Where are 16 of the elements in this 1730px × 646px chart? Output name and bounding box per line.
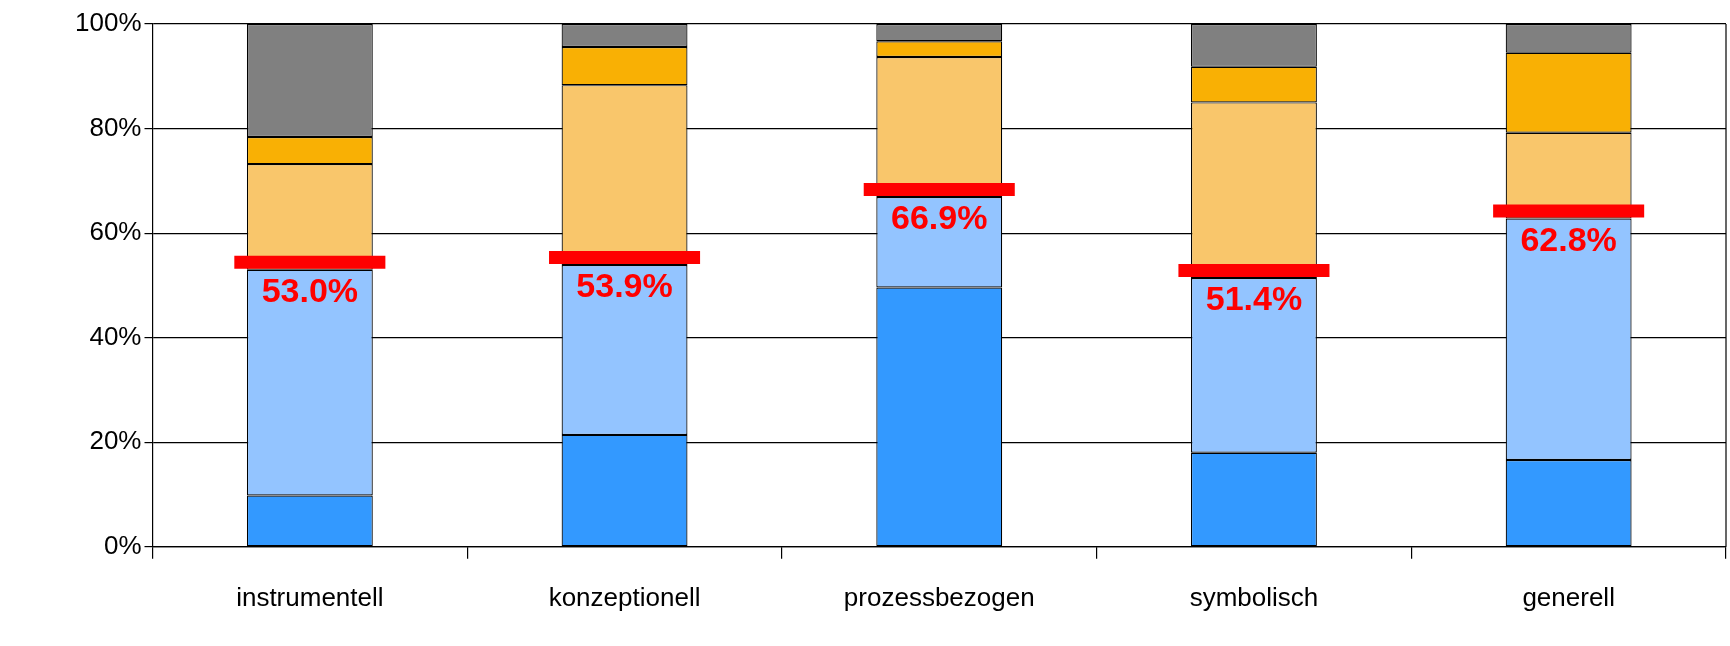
x-tick-label: generell [1522,581,1615,612]
y-tick-label: 60% [89,216,142,247]
annotation: 66.9% [891,198,988,237]
x-tick-label: konzeptionell [548,581,701,612]
y-tick-label: 20% [89,425,142,456]
y-tick-label: 40% [89,320,142,351]
y-tick-label: 0% [103,529,142,560]
y-tick-label: 80% [89,111,142,142]
x-tick-label: symbolisch [1189,581,1319,612]
x-tick-label: instrumentell [236,581,384,612]
annotation: 53.0% [261,271,359,310]
annotation: 51.4% [1205,279,1303,318]
y-tick-label: 100% [75,7,142,38]
annotation: 62.8% [1520,219,1617,258]
annotation: 53.9% [576,266,673,305]
x-tick-label: prozessbezogen [843,581,1035,612]
